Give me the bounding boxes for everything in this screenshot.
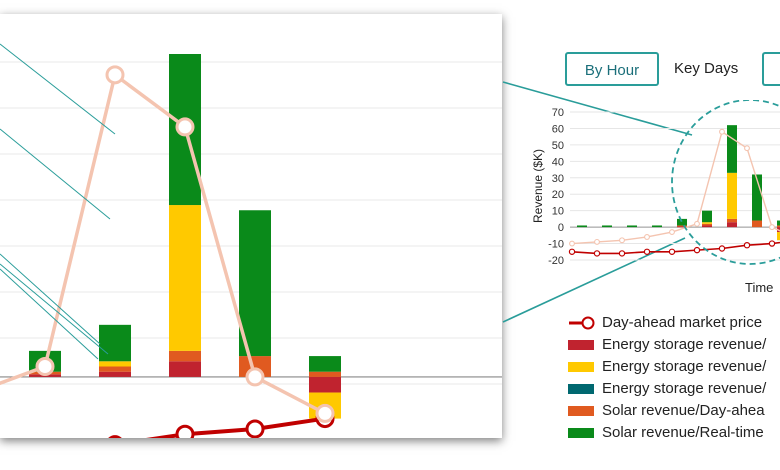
- zoom-bar-segment: [309, 371, 341, 377]
- y-tick-label: 0: [558, 222, 564, 234]
- tab-third[interactable]: [762, 52, 780, 86]
- secondary-point: [719, 128, 725, 135]
- zoom-secondary-point: [35, 357, 55, 376]
- bar-segment: [702, 223, 712, 226]
- legend-swatch: [568, 406, 594, 416]
- zoom-bar-solar-realtime: [309, 356, 341, 372]
- y-tick-label: -10: [548, 239, 564, 251]
- callout-line: [0, 268, 99, 360]
- zoom-circle: [671, 100, 780, 265]
- tab-by-hour[interactable]: By Hour: [565, 52, 659, 86]
- bar-segment: [727, 222, 737, 228]
- bar-segment: [777, 225, 780, 228]
- price-line-marker-icon: [569, 316, 595, 330]
- legend-label: Solar revenue/Day-ahea: [602, 402, 765, 419]
- legend-swatch: [568, 362, 594, 372]
- bar-segment: [702, 225, 712, 228]
- price-point: [768, 240, 776, 247]
- y-tick-label: 30: [552, 173, 564, 185]
- chart-panel: By Hour Key Days 70 60 50 40 30 20 10 0 -10 -20 Re…: [510, 0, 780, 470]
- legend-swatch: [568, 384, 594, 394]
- bar-segment: [777, 232, 780, 241]
- zoom-bar-segment: [99, 361, 131, 367]
- callout-line: [0, 43, 116, 135]
- secondary-point: [694, 220, 700, 227]
- price-line: [571, 241, 780, 255]
- zoom-bar-solar-realtime: [239, 210, 271, 357]
- bar-segment: [677, 225, 687, 227]
- legend-label: Day-ahead market price: [602, 314, 763, 331]
- secondary-point: [769, 224, 775, 231]
- zoom-secondary-point: [175, 117, 195, 137]
- bar-segment-solar-realtime: [777, 220, 780, 226]
- y-tick-label: 70: [552, 107, 564, 119]
- zoom-bar-segment: [99, 371, 131, 377]
- legend-swatch: [568, 428, 594, 438]
- zoom-bar-segment: [99, 366, 131, 372]
- bar-segment-solar-realtime: [702, 210, 712, 223]
- bar-segment-solar-realtime: [652, 225, 662, 228]
- y-tick-label: -20: [548, 255, 564, 267]
- y-tick-label: 60: [552, 123, 564, 135]
- secondary-point: [744, 145, 750, 152]
- bar-segment-solar-realtime: [602, 225, 612, 228]
- price-point: [743, 241, 751, 249]
- price-point: [618, 250, 626, 257]
- secondary-point: [594, 238, 600, 245]
- zoom-bar-segment: [169, 361, 201, 377]
- zoom-price-point: [175, 424, 195, 438]
- y-tick-label: 40: [552, 156, 564, 168]
- price-point: [643, 248, 651, 255]
- x-axis-label: Time: [745, 280, 773, 295]
- bar-segment: [677, 226, 687, 228]
- bar-segment-solar-realtime: [627, 225, 637, 228]
- zoomed-chart-view: [0, 14, 502, 438]
- secondary-point: [669, 229, 675, 235]
- callout-line: [0, 263, 109, 355]
- bar-segment: [727, 218, 737, 223]
- y-tick-label: 10: [552, 206, 564, 218]
- y-tick-label: 50: [552, 140, 564, 152]
- bar-segment: [702, 222, 712, 224]
- bar-segment-solar-realtime: [727, 125, 737, 173]
- zoom-bar-segment: [309, 376, 341, 393]
- zoom-secondary-point: [245, 367, 265, 387]
- bar-segment: [752, 220, 762, 228]
- price-point: [568, 248, 576, 255]
- callout-line: [0, 253, 101, 345]
- callout-line: [0, 128, 111, 220]
- y-tick-label: 20: [552, 189, 564, 201]
- revenue-chart: 70 60 50 40 30 20 10 0 -10 -20 Revenue ($K) Time: [531, 100, 780, 295]
- zoom-price-point: [108, 435, 122, 438]
- legend-circle: [581, 316, 595, 330]
- zoom-secondary-point: [105, 65, 125, 85]
- bar-segment-solar-realtime: [677, 218, 687, 226]
- price-point: [593, 250, 601, 257]
- secondary-point: [569, 240, 575, 247]
- tab-key-days[interactable]: Key Days: [674, 60, 739, 77]
- zoom-secondary-line: [0, 71, 326, 415]
- bar-segment-solar-realtime: [577, 225, 587, 228]
- legend-label: Solar revenue/Real-time: [602, 424, 764, 441]
- zoom-price-point: [245, 419, 265, 438]
- price-point: [693, 246, 701, 254]
- y-axis-label: Revenue ($K): [531, 149, 545, 223]
- zoom-bar-segment: [169, 350, 201, 362]
- zoom-bar-segment: [169, 205, 201, 351]
- zoom-secondary-point: [315, 403, 335, 423]
- bar-segment-solar-realtime: [752, 174, 762, 221]
- legend-label: Energy storage revenue/: [602, 336, 767, 353]
- zoom-price-line: [145, 416, 326, 438]
- price-point: [668, 248, 676, 255]
- secondary-point: [644, 234, 650, 240]
- zoomed-chart: [0, 43, 502, 438]
- zoom-bar-solar-realtime: [99, 324, 131, 362]
- legend-label: Energy storage revenue/: [602, 358, 767, 375]
- legend-swatch: [568, 340, 594, 350]
- secondary-point: [619, 237, 625, 244]
- zoom-bar-segment: [239, 356, 271, 377]
- price-point: [718, 245, 726, 252]
- bar-segment: [727, 172, 737, 219]
- legend-label: Energy storage revenue/: [602, 380, 767, 397]
